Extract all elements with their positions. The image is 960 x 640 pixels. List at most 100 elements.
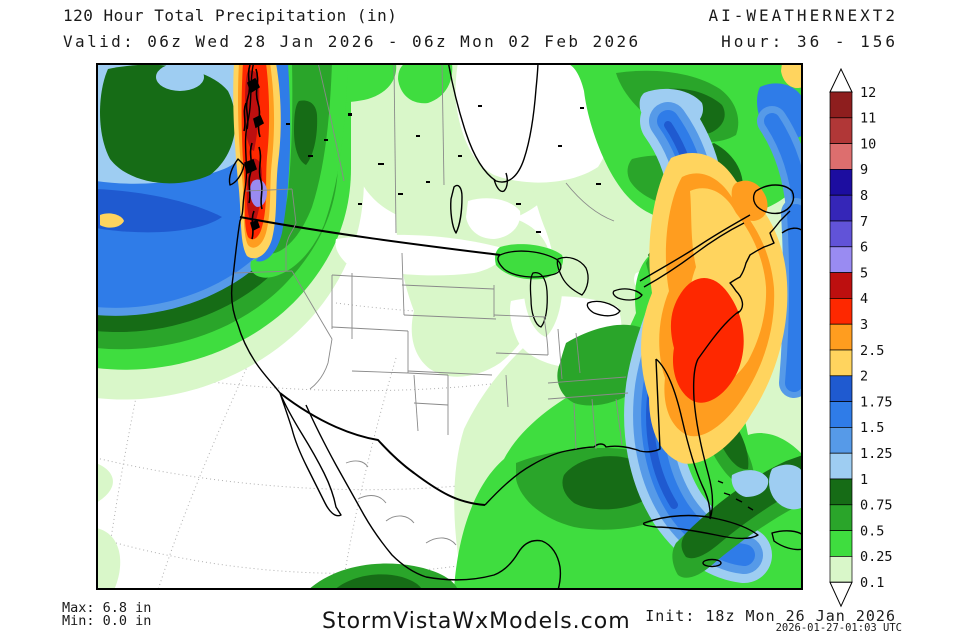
- forecast-hour-range: Hour: 36 - 156: [721, 32, 898, 51]
- colorbar-tick-label: 3: [860, 317, 868, 333]
- colorbar-cell: [829, 194, 853, 222]
- colorbar-cell: [829, 91, 853, 119]
- pnw-purple-core: [250, 179, 267, 207]
- storm-red-core: [670, 278, 744, 403]
- mexico-coast-precip: [96, 463, 458, 590]
- colorbar-cell: [829, 375, 853, 402]
- colorbar-tick-label: 0.1: [860, 575, 884, 591]
- colorbar-down-arrow: [829, 581, 853, 608]
- jamaica: [702, 558, 722, 568]
- colorbar-cell: [829, 349, 853, 377]
- precipitation-colorbar: 12 11 10 9 8 7 6 5 4 3 2.5 2 1.75 1.5 1.25 1 0.75 0.5 0.25…: [827, 66, 937, 622]
- small-lakes: [286, 105, 601, 233]
- lake-huron: [556, 256, 589, 296]
- us-canada-border: [239, 216, 501, 256]
- colorbar-cell: [829, 401, 853, 428]
- min-value-label: Min: 0.0 in: [62, 613, 152, 629]
- colorbar-tick-label: 9: [860, 162, 868, 178]
- colorbar-cell: [829, 427, 853, 454]
- precipitation-map: [95, 60, 816, 591]
- pnw-contour-crinkles: [243, 64, 265, 240]
- colorbar-cell: [829, 452, 853, 480]
- colorbar-cell: [829, 478, 853, 506]
- pacific-gold-speck: [100, 213, 124, 228]
- colorbar-tick-label: 4: [860, 291, 868, 307]
- colorbar-cell: [829, 143, 853, 170]
- florida-west-coast: [655, 358, 711, 520]
- colorbar-cell: [829, 246, 853, 273]
- hudson-bay: [447, 60, 539, 183]
- colorbar-cell: [829, 220, 853, 248]
- lake-michigan: [529, 271, 548, 328]
- pacific-darkgreen-blob: [100, 64, 236, 184]
- map-canvas: [95, 60, 816, 591]
- init-time-label: Init: 18z Mon 26 Jan 2026: [645, 607, 896, 625]
- valid-time-range: Valid: 06z Wed 28 Jan 2026 - 06z Mon 02 …: [63, 32, 641, 51]
- model-name: AI-WEATHERNEXT2: [708, 6, 898, 25]
- atlantic-storm-precip: [641, 152, 788, 464]
- newfoundland: [752, 184, 795, 215]
- colorbar-tick-label: 1.25: [860, 446, 893, 462]
- colorbar-cell: [829, 298, 853, 325]
- pacific-heavier-core: [96, 189, 222, 233]
- topright-gold-patch: [781, 63, 803, 89]
- colorbar-tick-label: 7: [860, 214, 868, 230]
- lake-erie: [586, 300, 621, 317]
- cuba-coastline: [642, 514, 759, 540]
- bahamas-lightblue: [731, 470, 769, 497]
- vancouver-island: [228, 158, 245, 186]
- precipitation-shading: [96, 63, 816, 590]
- colorbar-cell: [829, 504, 853, 531]
- st-lawrence-river: [643, 222, 745, 288]
- colorbar-up-arrow: [829, 67, 853, 93]
- bahamas-islands: [717, 480, 754, 511]
- colorbar-tick-label: 6: [860, 240, 868, 256]
- lake-winnipeg: [450, 184, 463, 234]
- great-lakes: [497, 250, 643, 328]
- map-frame: [96, 63, 803, 590]
- colorbar-cell: [829, 556, 853, 583]
- james-bay: [493, 172, 509, 193]
- colorbar-tick-label: 2: [860, 369, 868, 385]
- generated-timestamp: 2026-01-27-01:03 UTC: [775, 622, 902, 634]
- colorbar-cell: [829, 323, 853, 351]
- colorbar-tick-label: 0.25: [860, 549, 893, 565]
- colorbar-tick-label: 5: [860, 265, 868, 281]
- gulf-dark-green-blob: [562, 456, 653, 510]
- state-borders: [233, 62, 629, 546]
- colorbar-tick-label: 2.5: [860, 343, 884, 359]
- east-coastline: [697, 210, 791, 360]
- colorbar-cell: [829, 169, 853, 196]
- baja-coastline: [279, 392, 342, 517]
- lake-ontario: [612, 288, 643, 301]
- st-lawrence-north-shore: [639, 214, 751, 282]
- national-borders: [239, 216, 501, 506]
- se-corner-precip: [672, 455, 803, 578]
- gulf-of-california: [305, 404, 427, 578]
- colorbar-cell: [829, 117, 853, 144]
- colorbar-tick-label: 1.5: [860, 420, 884, 436]
- colorbar-tick-label: 12: [860, 85, 876, 101]
- colorbar-cell: [829, 272, 853, 299]
- site-brand: StormVistaWxModels.com: [322, 609, 631, 634]
- superior-green-patch: [495, 244, 564, 280]
- florida-east-coast: [692, 358, 714, 520]
- colorbar-cell: [829, 530, 853, 557]
- coastlines: [228, 60, 804, 591]
- west-coastline: [230, 60, 281, 394]
- lake-superior: [497, 250, 562, 278]
- colorbar-tick-label: 10: [860, 136, 876, 152]
- colorbar-tick-label: 11: [860, 111, 876, 127]
- us-mexico-border: [279, 392, 486, 506]
- colorbar-tick-label: 0.5: [860, 523, 884, 539]
- max-value-label: Max: 6.8 in: [62, 600, 152, 616]
- gulf-coastline: [484, 358, 661, 506]
- colorbar-tick-label: 8: [860, 188, 868, 204]
- colorbar-tick-label: 1.75: [860, 394, 893, 410]
- colorbar-tick-label: 0.75: [860, 498, 893, 514]
- colorbar-tick-label: 1: [860, 472, 868, 488]
- pacific-blob-hole: [156, 63, 204, 91]
- map-title: 120 Hour Total Precipitation (in): [63, 6, 398, 25]
- colorbar-svg: 12 11 10 9 8 7 6 5 4 3 2.5 2 1.75 1.5 1.25 1 0.75 0.5 0.25…: [829, 67, 893, 608]
